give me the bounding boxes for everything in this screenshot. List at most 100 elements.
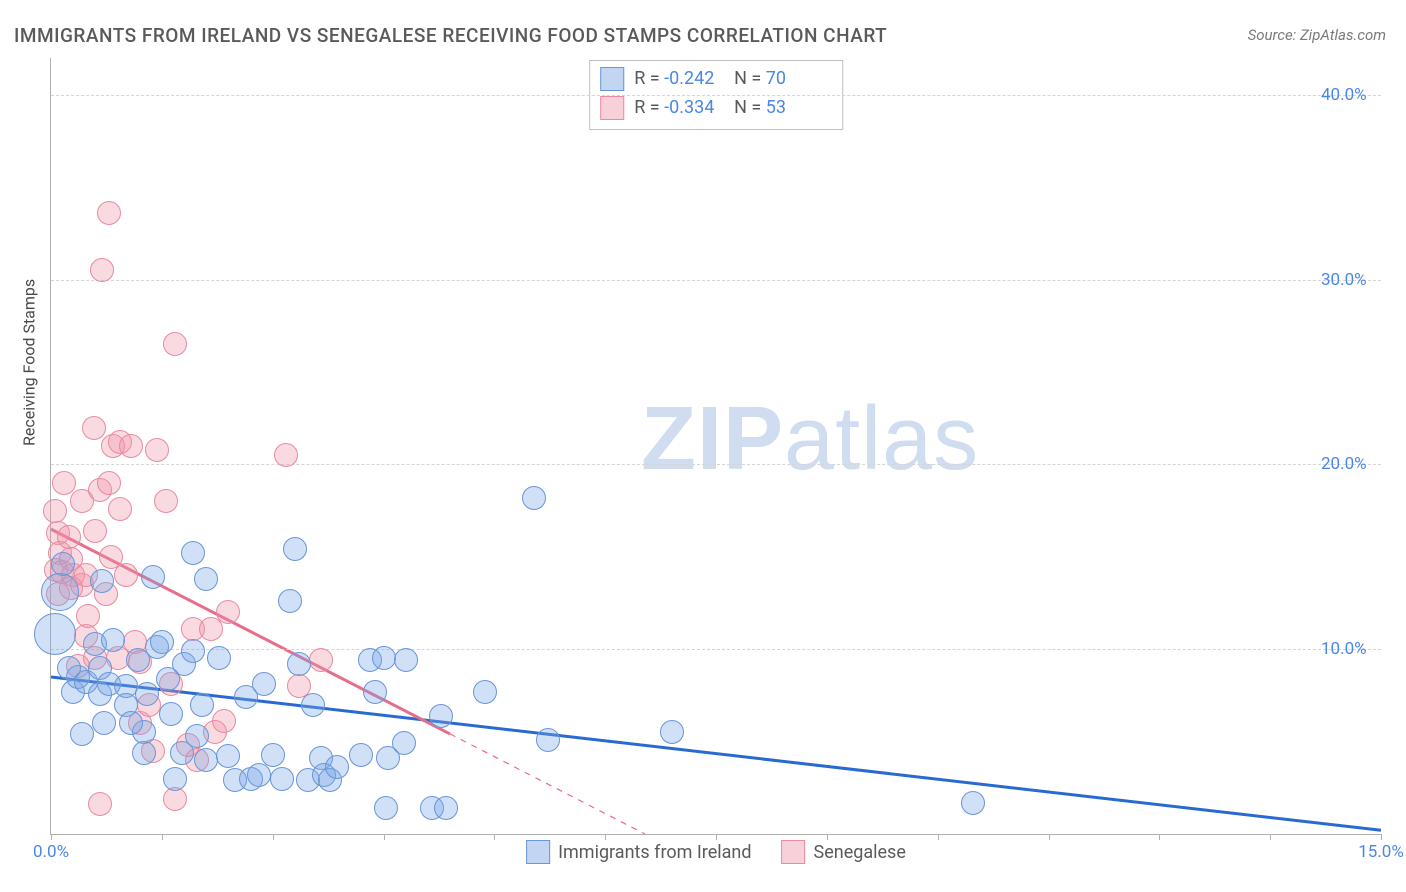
data-point (287, 652, 311, 676)
data-point (363, 680, 387, 704)
data-point (274, 443, 298, 467)
grid-line (51, 280, 1381, 281)
n-label-0: N = (734, 68, 766, 89)
chart-title: IMMIGRANTS FROM IRELAND VS SENEGALESE RE… (14, 24, 887, 47)
data-point (660, 720, 684, 744)
r-value-1: -0.334 (664, 94, 724, 123)
y-tick-label: 10.0% (1321, 639, 1406, 659)
x-tick-mark (162, 834, 163, 840)
data-point (185, 724, 209, 748)
watermark: ZIPatlas (641, 388, 979, 491)
data-point (216, 600, 240, 624)
x-tick-mark (494, 834, 495, 840)
legend-item-senegalese: Senegalese (782, 840, 906, 864)
data-point (301, 693, 325, 717)
data-point (70, 722, 94, 746)
swatch-pink-icon (600, 96, 624, 120)
watermark-bold: ZIP (641, 389, 784, 489)
source-name: ZipAtlas.com (1300, 26, 1386, 44)
data-point (394, 648, 418, 672)
grid-line (51, 95, 1381, 96)
data-point (141, 565, 165, 589)
legend-swatch-blue-icon (526, 840, 550, 864)
data-point (135, 682, 159, 706)
data-point (88, 792, 112, 816)
grid-line (51, 464, 1381, 465)
data-point (57, 525, 81, 549)
plot-area: ZIPatlas Receiving Food Stamps R = -0.24… (50, 58, 1381, 835)
data-point (82, 416, 106, 440)
legend-row-senegalese: R = -0.334 N = 53 (600, 94, 826, 123)
data-point (283, 537, 307, 561)
data-point (150, 630, 174, 654)
trend-lines (51, 58, 1381, 834)
x-tick-mark (1270, 834, 1271, 840)
x-tick-mark (1159, 834, 1160, 840)
data-point (349, 743, 373, 767)
x-tick-label: 0.0% (33, 842, 69, 862)
x-tick-label: 15.0% (1358, 842, 1404, 862)
data-point (207, 646, 231, 670)
data-point (247, 763, 271, 787)
data-point (374, 796, 398, 820)
data-point (194, 567, 218, 591)
data-point (252, 672, 276, 696)
source-attribution: Source: ZipAtlas.com (1248, 26, 1386, 44)
series-legend: Immigrants from Ireland Senegalese (526, 840, 906, 864)
x-tick-mark (384, 834, 385, 840)
data-point (473, 680, 497, 704)
data-point (101, 628, 125, 652)
grid-line (51, 649, 1381, 650)
data-point (97, 201, 121, 225)
y-axis-label: Receiving Food Stamps (20, 279, 39, 446)
data-point (114, 563, 138, 587)
x-tick-mark (1381, 834, 1382, 840)
r-value-0: -0.242 (664, 65, 724, 94)
data-point (97, 471, 121, 495)
data-point (41, 573, 79, 611)
x-tick-mark (716, 834, 717, 840)
x-tick-mark (605, 834, 606, 840)
data-point (309, 648, 333, 672)
data-point (278, 589, 302, 613)
data-point (90, 569, 114, 593)
legend-row-ireland: R = -0.242 N = 70 (600, 65, 826, 94)
data-point (92, 711, 116, 735)
data-point (90, 258, 114, 282)
y-tick-label: 40.0% (1321, 85, 1406, 105)
data-point (261, 743, 285, 767)
swatch-blue-icon (600, 67, 624, 91)
data-point (181, 541, 205, 565)
n-value-0: 70 (766, 65, 826, 94)
y-tick-label: 20.0% (1321, 454, 1406, 474)
legend-swatch-pink-icon (782, 840, 806, 864)
data-point (159, 702, 183, 726)
legend-label-0: Immigrants from Ireland (558, 842, 751, 863)
data-point (212, 709, 236, 733)
data-point (132, 741, 156, 765)
y-tick-label: 30.0% (1321, 270, 1406, 290)
source-label: Source: (1248, 26, 1300, 44)
data-point (325, 755, 349, 779)
data-point (145, 438, 169, 462)
n-label-1: N = (734, 97, 766, 118)
data-point (119, 434, 143, 458)
data-point (163, 332, 187, 356)
data-point (434, 796, 458, 820)
n-value-1: 53 (766, 94, 826, 123)
data-point (154, 489, 178, 513)
data-point (34, 613, 76, 655)
data-point (52, 471, 76, 495)
chart-container: IMMIGRANTS FROM IRELAND VS SENEGALESE RE… (0, 0, 1406, 892)
legend-label-1: Senegalese (814, 842, 906, 863)
data-point (76, 604, 100, 628)
data-point (270, 767, 294, 791)
data-point (194, 748, 218, 772)
data-point (51, 552, 75, 576)
data-point (961, 791, 985, 815)
data-point (83, 519, 107, 543)
x-tick-mark (1049, 834, 1050, 840)
data-point (429, 704, 453, 728)
x-tick-mark (938, 834, 939, 840)
r-label-1: R = (634, 97, 664, 118)
